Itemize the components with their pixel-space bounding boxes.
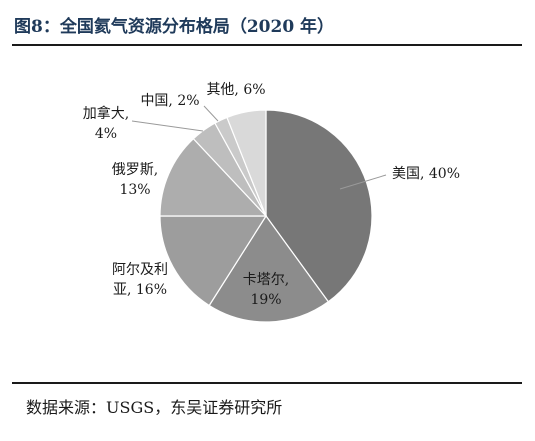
slice-label-0: 美国, 40% — [392, 166, 460, 182]
pie-slice-1 — [208, 214, 330, 323]
slice-label-4: 加拿大, 4% — [83, 105, 129, 142]
leader-line-5 — [203, 105, 219, 122]
slice-label-2: 阿尔及利亚, 16% — [112, 262, 168, 298]
source-divider — [12, 382, 522, 384]
leader-lines — [131, 105, 387, 190]
leader-line-0 — [339, 174, 387, 190]
leader-line-4 — [131, 120, 204, 132]
pie-slice-0 — [265, 109, 373, 303]
source-note: 数据来源：USGS，东吴证券研究所 — [26, 398, 283, 417]
title-divider — [12, 44, 522, 46]
figure-title: 图8：全国氦气资源分布格局（2020 年） — [14, 17, 335, 37]
pie-slice-3 — [159, 137, 268, 217]
slice-label-1: 卡塔尔, 19% — [243, 272, 289, 308]
slice-label-5: 中国, 2% — [140, 93, 199, 109]
slice-label-6: 其他, 6% — [206, 82, 265, 98]
pie-slices — [159, 109, 373, 323]
pie-slice-6 — [226, 109, 267, 217]
slice-labels: 美国, 40% 卡塔尔, 19% 阿尔及利亚, 16% 俄罗斯, 13% 加拿大, 4% 中国,… — [83, 82, 460, 308]
pie-slice-2 — [159, 215, 268, 307]
slice-label-3: 俄罗斯, 13% — [112, 162, 158, 198]
